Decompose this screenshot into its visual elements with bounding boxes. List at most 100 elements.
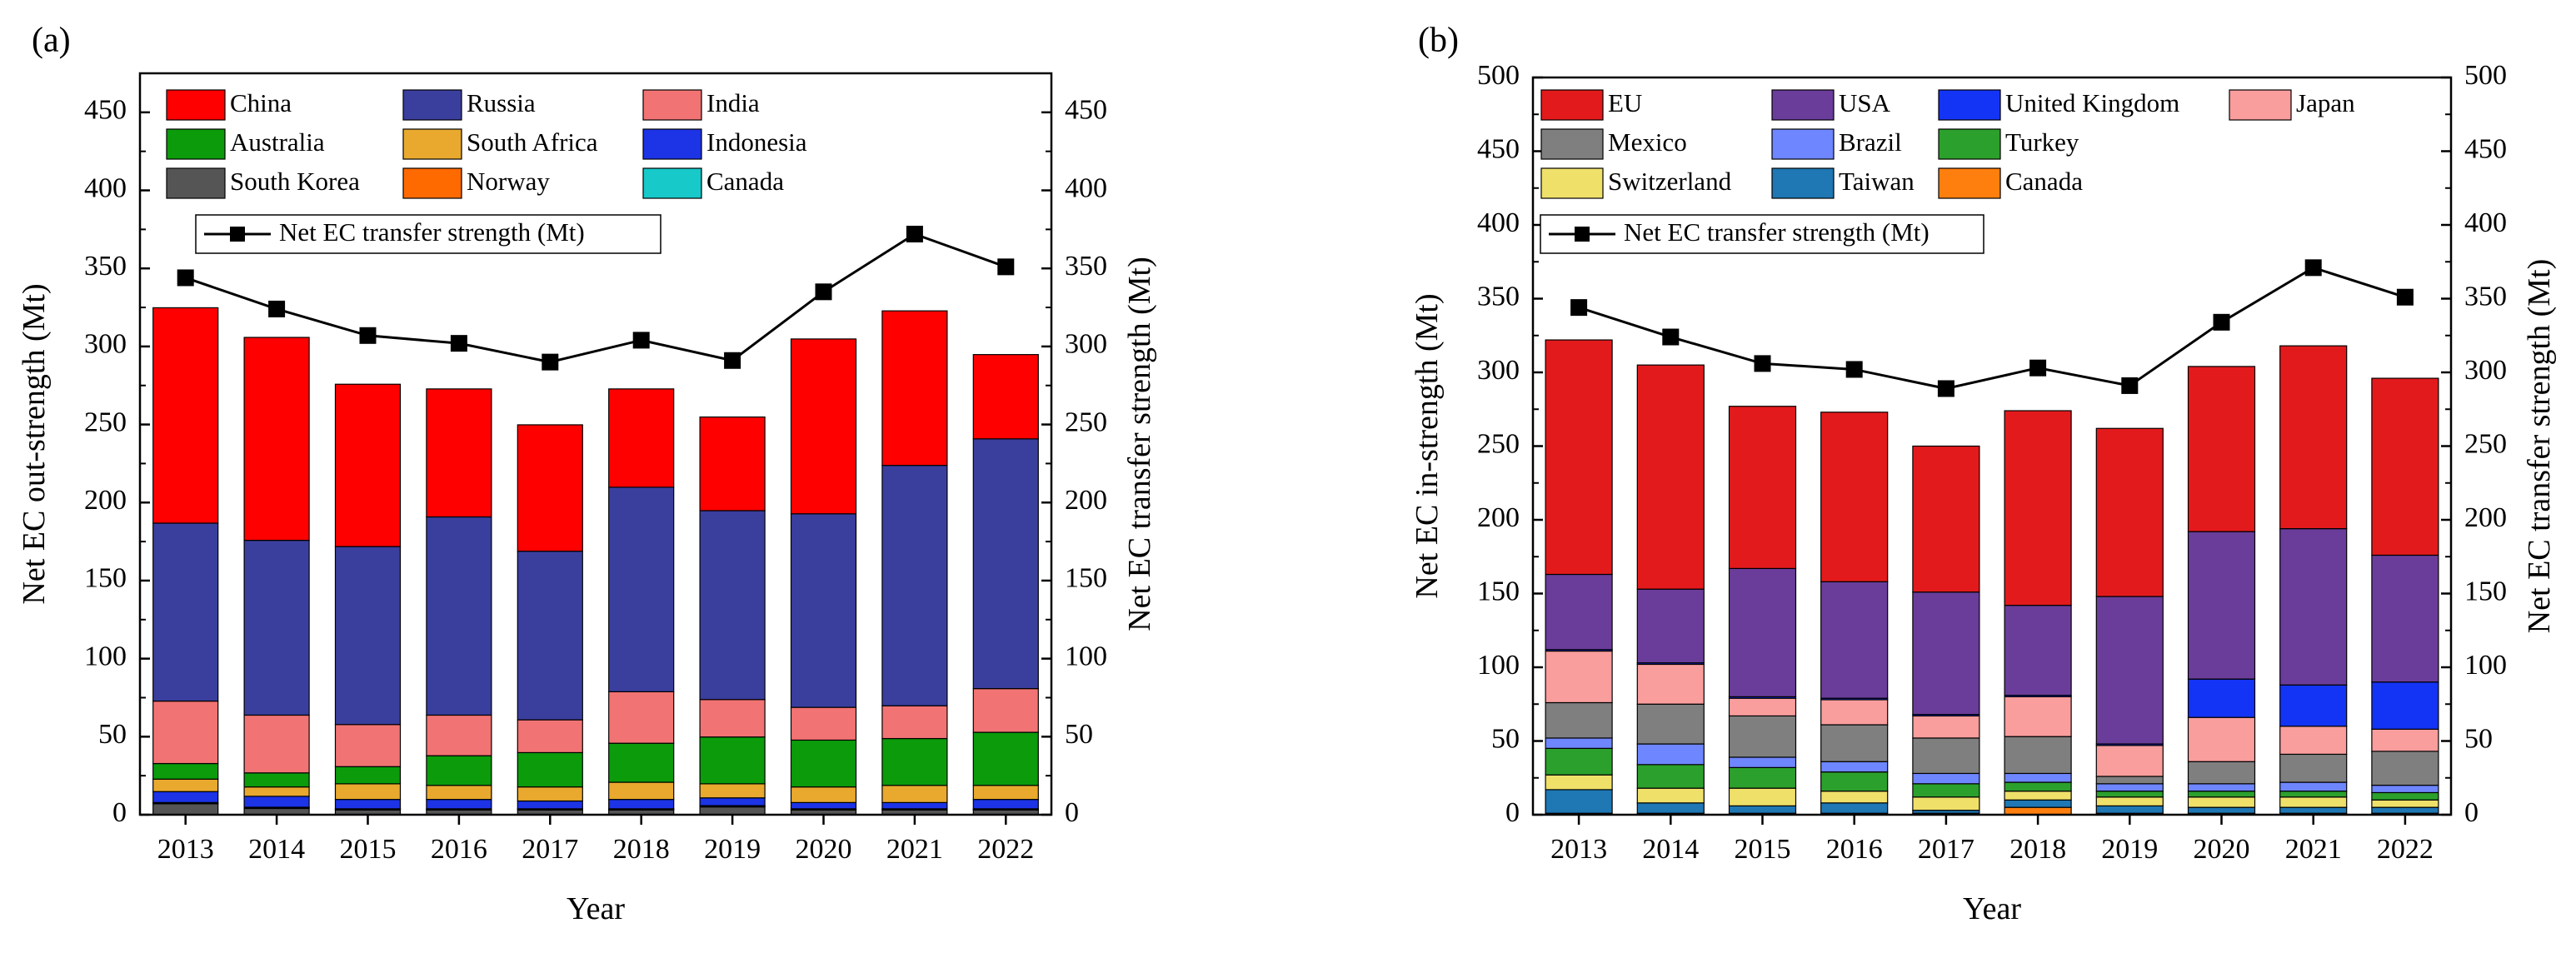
legend-swatch-japan (2229, 89, 2292, 121)
bar-russia-2021 (881, 465, 948, 706)
bar-south-africa-2021 (881, 785, 948, 803)
bar-russia-2020 (790, 513, 857, 708)
y-tick-label-left: 500 (1477, 60, 1520, 91)
legend-swatch-south-korea (166, 167, 226, 199)
transfer-strength-marker-2017 (1937, 380, 1954, 397)
transfer-strength-marker-2015 (1754, 355, 1771, 372)
line-legend-marker (1575, 227, 1590, 242)
bar-australia-2020 (790, 739, 857, 788)
bar-south-africa-2020 (790, 786, 857, 803)
legend-label: South Korea (230, 167, 360, 196)
legend: China Russia India Australia South Africa Ind… (166, 88, 807, 254)
bar-india-2014 (243, 714, 310, 774)
transfer-strength-marker-2014 (1662, 328, 1680, 346)
bar-india-2016 (426, 714, 492, 756)
bar-turkey-2013 (1545, 747, 1613, 776)
bar-eu-2022 (2371, 377, 2439, 556)
transfer-strength-marker-2017 (542, 353, 559, 371)
bar-turkey-2017 (1912, 783, 1980, 798)
legend-swatch-indonesia (642, 128, 702, 160)
bar-south-africa-2018 (608, 781, 675, 801)
y2-tick-label-right: 0 (2464, 797, 2479, 828)
bar-indonesia-2020 (790, 801, 857, 810)
legend-label: Brazil (1839, 127, 1902, 157)
y2-tick-label-right: 200 (2464, 502, 2507, 533)
plot-frame (138, 72, 1053, 816)
legend-swatch-australia (166, 128, 226, 160)
bar-switzerland-2021 (2279, 796, 2348, 808)
bar-china-2019 (699, 416, 766, 511)
bar-usa-2013 (1545, 573, 1613, 651)
legend-swatch-russia (402, 89, 462, 121)
bar-japan-2019 (2095, 745, 2164, 777)
bar-mexico-2014 (1636, 703, 1705, 745)
bar-russia-2013 (152, 522, 219, 702)
bar-india-2020 (790, 706, 857, 741)
bar-japan-2015 (1728, 697, 1797, 717)
bar-canada-2018 (2004, 806, 2072, 816)
y-tick-label-left: 50 (1491, 723, 1520, 754)
bar-australia-2022 (972, 731, 1039, 786)
bar-usa-2020 (2187, 531, 2256, 680)
line-legend-box (195, 214, 661, 254)
legend-swatch-brazil (1771, 128, 1835, 160)
transfer-strength-marker-2022 (2396, 288, 2414, 306)
bar-switzerland-2018 (2004, 791, 2072, 801)
bar-indonesia-2018 (608, 799, 675, 810)
bar-south-africa-2017 (517, 786, 583, 802)
y-tick-label-left: 150 (1477, 576, 1520, 606)
x-tick-label: 2022 (977, 834, 1034, 865)
y2-tick-label-right: 350 (2464, 281, 2507, 312)
bar-south-africa-2014 (243, 786, 310, 797)
x-tick-label: 2018 (613, 834, 670, 865)
transfer-strength-marker-2021 (906, 225, 923, 242)
line-legend-label: Net EC transfer strength (Mt) (279, 217, 585, 247)
y2-tick-label-right: 350 (1065, 251, 1107, 282)
bar-japan-2017 (1912, 715, 1980, 739)
bar-taiwan-2018 (2004, 799, 2072, 808)
bar-brazil-2014 (1636, 743, 1705, 766)
x-tick-label: 2019 (704, 834, 761, 865)
y-tick-label-left: 250 (84, 407, 127, 437)
bar-china-2020 (790, 338, 857, 515)
y2-axis-title: Net EC transfer strength (Mt) (1122, 257, 1157, 631)
bar-switzerland-2015 (1728, 787, 1797, 806)
bar-switzerland-2013 (1545, 774, 1613, 791)
bar-switzerland-2016 (1820, 791, 1889, 804)
bar-china-2017 (517, 424, 583, 552)
y-tick-label-left: 0 (112, 797, 127, 828)
bar-brazil-2018 (2004, 772, 2072, 783)
legend-label: China (230, 88, 292, 117)
bar-indonesia-2022 (972, 799, 1039, 810)
bar-russia-2017 (517, 551, 583, 721)
bar-japan-2018 (2004, 696, 2072, 737)
x-tick-label: 2017 (522, 834, 578, 865)
bar-brazil-2019 (2095, 783, 2164, 792)
bar-indonesia-2021 (881, 801, 948, 810)
transfer-strength-marker-2013 (1570, 299, 1588, 317)
bar-mexico-2017 (1912, 737, 1980, 775)
bar-indonesia-2017 (517, 800, 583, 810)
y-tick-label-left: 50 (98, 719, 127, 750)
bar-switzerland-2019 (2095, 796, 2164, 806)
bar-south-africa-2015 (334, 783, 402, 801)
y2-tick-label-right: 150 (2464, 576, 2507, 606)
bar-india-2022 (972, 688, 1039, 733)
bar-turkey-2016 (1820, 771, 1889, 792)
legend-label: Russia (467, 88, 536, 117)
legend-label: Canada (706, 167, 784, 196)
bar-mexico-2018 (2004, 736, 2072, 775)
bar-india-2019 (699, 699, 766, 738)
transfer-strength-marker-2016 (1845, 361, 1863, 378)
y2-tick-label-right: 300 (1065, 329, 1107, 360)
bar-switzerland-2020 (2187, 796, 2256, 808)
y2-tick-label-right: 400 (2464, 207, 2507, 238)
x-tick-label: 2022 (2377, 834, 2434, 865)
bar-eu-2020 (2187, 366, 2256, 532)
y2-tick-label-right: 50 (2464, 723, 2493, 754)
bar-eu-2013 (1545, 339, 1613, 576)
bar-india-2017 (517, 719, 583, 754)
y-tick-label-left: 300 (1477, 355, 1520, 386)
transfer-strength-marker-2016 (450, 335, 467, 352)
